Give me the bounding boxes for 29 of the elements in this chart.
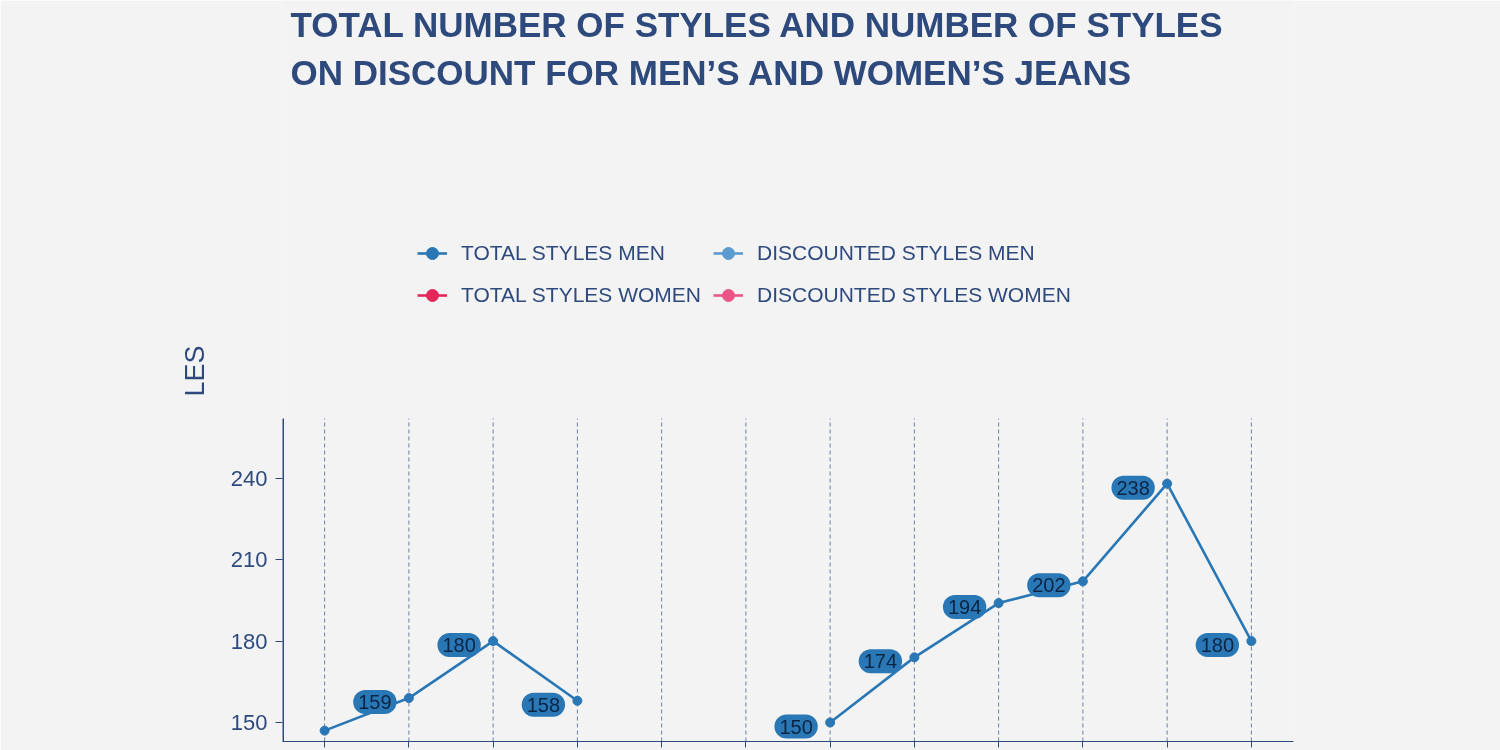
data-label: 180 [1200, 634, 1235, 657]
point [825, 717, 836, 728]
data-label: 150 [779, 715, 813, 738]
point [993, 598, 1004, 609]
data-label: 159 [358, 691, 392, 714]
point [1077, 576, 1088, 587]
chart-title: TOTAL NUMBER OF STYLES AND NUMBER OF STYLES ON DISCOUNT FOR MEN’S AND WOMEN’S JEANS [290, 4, 1223, 93]
y-tick-label: 210 [230, 547, 268, 573]
y-tick-label: 240 [230, 465, 268, 491]
y-tick-label: 180 [230, 628, 268, 654]
point [403, 693, 414, 704]
data-label: 202 [1032, 574, 1066, 597]
data-label: 158 [526, 693, 561, 716]
legend-label: DISCOUNTED STYLES WOMEN [756, 282, 1071, 308]
point [1162, 478, 1173, 489]
point [572, 695, 583, 706]
y-tick-label: 150 [230, 710, 268, 735]
y-axis-title: LES [179, 345, 210, 397]
legend-label: TOTAL STYLES MEN [461, 240, 665, 266]
data-label: 194 [947, 596, 982, 619]
point [1246, 636, 1257, 647]
data-label: 238 [1116, 476, 1150, 499]
legend-label: DISCOUNTED STYLES MEN [756, 240, 1035, 266]
point [319, 725, 330, 736]
data-label: 180 [442, 634, 476, 657]
data-label: 174 [863, 650, 898, 673]
point [488, 636, 499, 647]
point [909, 652, 920, 663]
legend-label: TOTAL STYLES WOMEN [461, 282, 701, 308]
